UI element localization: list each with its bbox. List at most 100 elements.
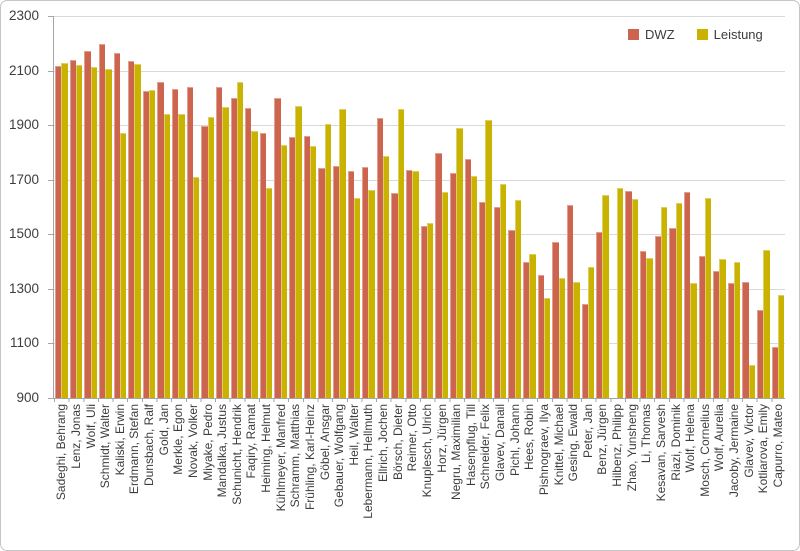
bar-dwz (303, 136, 310, 398)
bar-leistung (309, 146, 317, 398)
bar-leistung (587, 267, 595, 398)
y-axis-label: 1500 (8, 226, 39, 241)
category-group (83, 16, 98, 398)
bar-leistung (61, 62, 68, 398)
category-group (171, 16, 186, 398)
x-axis-label: Erdmann, Stefan (127, 404, 142, 495)
category-group (142, 16, 157, 398)
x-axis-label: Heil, Walter (346, 404, 361, 466)
bar-leistung (690, 282, 697, 398)
category-group (522, 16, 537, 398)
y-axis-label: 900 (16, 390, 39, 405)
x-label-cell: Pichl, Johann (507, 404, 522, 549)
x-label-cell: Riazi, Dominik (668, 404, 683, 549)
bar-leistung (266, 187, 273, 398)
x-axis-label: Horz, Jürgen (434, 404, 449, 473)
x-axis-label: Knuplesch, Ulrich (419, 404, 434, 498)
x-label-cell: Faqiry, Ramat (244, 404, 259, 549)
gridline (54, 16, 785, 17)
x-label-cell: Lebermann, Hellmuth (361, 404, 376, 549)
x-axis-label: Börsch, Dieter (390, 404, 405, 481)
x-axis-label: Faqiry, Ramat (244, 404, 259, 479)
x-axis-label: Negru, Maximilian (449, 404, 464, 501)
bar-leistung (734, 262, 741, 398)
bar-dwz (727, 282, 735, 398)
x-axis-ticks (54, 399, 786, 402)
x-axis-label: Schunicht, Hendrik (229, 404, 244, 505)
bar-dwz (362, 167, 369, 398)
bar-leistung (397, 109, 404, 398)
y-tick (48, 71, 53, 72)
bar-dwz (566, 204, 574, 398)
category-group (376, 16, 391, 398)
x-label-cell: Schramm, Matthias (288, 404, 303, 549)
x-label-cell: Gold, Jan (156, 404, 171, 549)
gridline (54, 343, 785, 344)
bar-leistung (207, 116, 214, 398)
bar-dwz (245, 108, 252, 398)
y-axis-label: 1100 (9, 335, 39, 350)
x-axis-label: Heiming, Helmut (259, 404, 274, 493)
y-axis-label: 1900 (8, 117, 39, 132)
category-group (639, 16, 654, 398)
plot-area (48, 16, 785, 399)
category-group (581, 16, 596, 398)
x-axis-label: Miyake, Pedro (200, 404, 215, 481)
bar-leistung (75, 64, 83, 398)
x-axis-label: Glavev, Victor (741, 404, 756, 478)
bar-leistung (280, 145, 287, 398)
y-axis-line (53, 16, 54, 399)
x-axis-label: Wolf, Helena (683, 404, 698, 473)
legend: DWZ Leistung (628, 27, 763, 42)
x-label-cell: Hees, Robin (522, 404, 537, 549)
x-axis-label: Jacoby, Jermaine (727, 404, 742, 498)
x-label-cell: Hilbenz, Philipp (610, 404, 625, 549)
x-axis-label: Lebermann, Hellmuth (361, 404, 376, 519)
category-group (332, 16, 347, 398)
bar-dwz (259, 132, 267, 398)
bar-dwz (318, 168, 325, 398)
bar-leistung (558, 277, 565, 398)
bar-leistung (105, 69, 112, 398)
x-label-cell: Börsch, Dieter (390, 404, 405, 549)
bar-dwz (142, 91, 150, 398)
bar-dwz (508, 229, 515, 398)
bar-leistung (631, 198, 638, 398)
x-axis-label: Novak, Volker (185, 404, 200, 479)
category-group (390, 16, 405, 398)
gridline (54, 234, 785, 235)
category-group (259, 16, 274, 398)
x-axis-label: Lenz, Jonas (68, 404, 83, 469)
bar-dwz (98, 44, 106, 398)
y-tick (48, 343, 53, 344)
x-label-cell: Capurro, Mateo (771, 404, 786, 549)
category-group (230, 16, 245, 398)
x-axis-label: Wolf, Aurelia (712, 404, 727, 472)
bar-dwz (69, 60, 76, 398)
category-group (624, 16, 639, 398)
category-group (303, 16, 318, 398)
category-group (537, 16, 552, 398)
bar-leistung (192, 177, 200, 398)
y-axis-label: 2300 (8, 8, 39, 23)
bar-leistung (295, 105, 302, 398)
category-group (54, 16, 69, 398)
bar-dwz (347, 170, 354, 398)
x-axis-label: Riazi, Dominik (668, 404, 683, 481)
x-axis-label: Glavev, Danail (493, 404, 508, 482)
x-axis-label: Mandalka, Justus (215, 404, 230, 498)
x-axis-label: Gebauer, Wolfgang (332, 404, 347, 508)
bar-leistung (704, 198, 712, 398)
x-axis-label: Benz, Jürgen (595, 404, 610, 475)
x-axis-label: Schramm, Matthias (288, 404, 303, 508)
category-group (127, 16, 142, 398)
category-group (405, 16, 420, 398)
x-label-cell: Knuplesch, Ulrich (420, 404, 435, 549)
bar-dwz (186, 86, 193, 398)
category-group (493, 16, 508, 398)
x-label-cell: Wolf, Aurelia (712, 404, 727, 549)
bar-dwz (683, 192, 691, 398)
legend-label: DWZ (645, 27, 675, 42)
y-axis-labels: 900 1100 1300 1500 1700 1900 2100 2300 (1, 1, 47, 550)
